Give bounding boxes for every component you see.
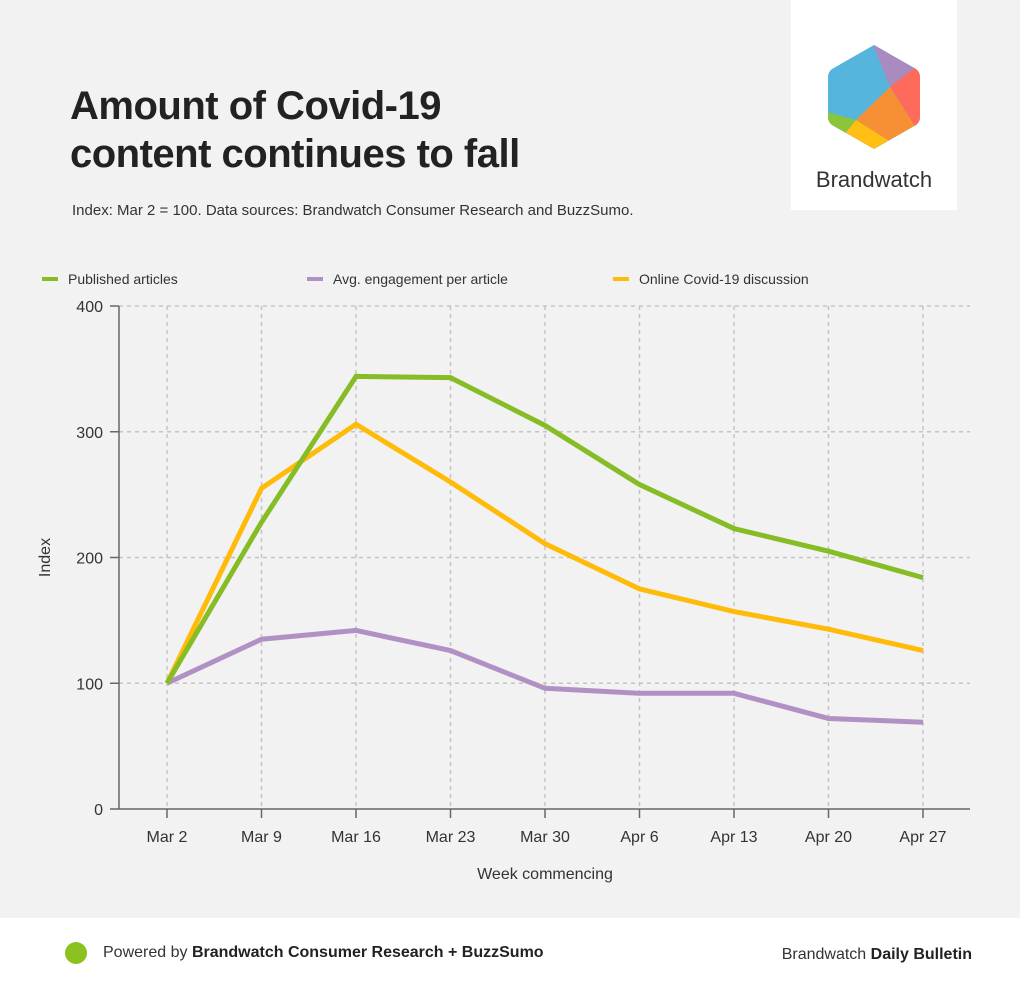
footer: Powered by Brandwatch Consumer Research …: [0, 918, 1020, 991]
x-tick-label: Mar 23: [426, 829, 476, 846]
subtitle: Index: Mar 2 = 100. Data sources: Brandw…: [72, 202, 634, 219]
y-tick-label: 400: [76, 299, 103, 316]
legend-item-avg-engagement: Avg. engagement per article: [307, 271, 508, 287]
x-tick-label: Mar 16: [331, 829, 381, 846]
x-tick-label: Apr 27: [899, 829, 946, 846]
legend-swatch-purple: [307, 277, 323, 281]
powered-prefix: Powered by: [103, 944, 192, 961]
daily-bulletin-text: Brandwatch Daily Bulletin: [782, 946, 972, 964]
bulletin-name: Daily Bulletin: [870, 946, 972, 963]
legend-item-online-discussion: Online Covid-19 discussion: [613, 271, 809, 287]
x-tick-label: Apr 6: [620, 829, 658, 846]
x-axis-title: Week commencing: [477, 866, 613, 883]
page-title: Amount of Covid-19 content continues to …: [70, 82, 630, 178]
axes: [110, 305, 970, 818]
legend-item-published-articles: Published articles: [42, 271, 178, 287]
legend-label: Avg. engagement per article: [333, 271, 508, 287]
x-tick-label: Mar 30: [520, 829, 570, 846]
bulletin-prefix: Brandwatch: [781, 946, 871, 963]
series-lines: [164, 373, 924, 725]
legend-swatch-green: [42, 277, 58, 281]
y-tick-label: 300: [76, 425, 103, 442]
y-tick-label: 200: [76, 551, 103, 568]
hexagon-logo-icon: [828, 45, 920, 149]
title-line-1: Amount of Covid-19: [70, 84, 441, 128]
legend-label: Online Covid-19 discussion: [639, 271, 809, 287]
green-dot-icon: [65, 942, 87, 964]
y-axis-title: Index: [37, 538, 54, 577]
y-tick-label: 0: [94, 802, 103, 819]
x-tick-label: Mar 2: [147, 829, 188, 846]
brandwatch-logo: Brandwatch: [791, 0, 957, 210]
y-tick-label: 100: [76, 676, 103, 693]
legend-label: Published articles: [68, 271, 178, 287]
title-line-2: content continues to fall: [70, 132, 520, 176]
powered-by-text: Powered by Brandwatch Consumer Research …: [103, 944, 544, 962]
x-tick-label: Apr 20: [805, 829, 852, 846]
line-chart: 0 100 200 300 400 Mar 2 Mar 9 Mar 16 Mar 23 Mar 3…: [37, 299, 970, 883]
logo-text: Brandwatch: [815, 167, 933, 192]
x-tick-label: Apr 13: [710, 829, 757, 846]
axis-labels: 0 100 200 300 400 Mar 2 Mar 9 Mar 16 Mar 23 Mar 3…: [37, 299, 947, 883]
grid-lines: [119, 305, 970, 809]
powered-sources: Brandwatch Consumer Research + BuzzSumo: [191, 944, 544, 961]
legend-swatch-yellow: [613, 277, 629, 281]
x-tick-label: Mar 9: [241, 829, 282, 846]
